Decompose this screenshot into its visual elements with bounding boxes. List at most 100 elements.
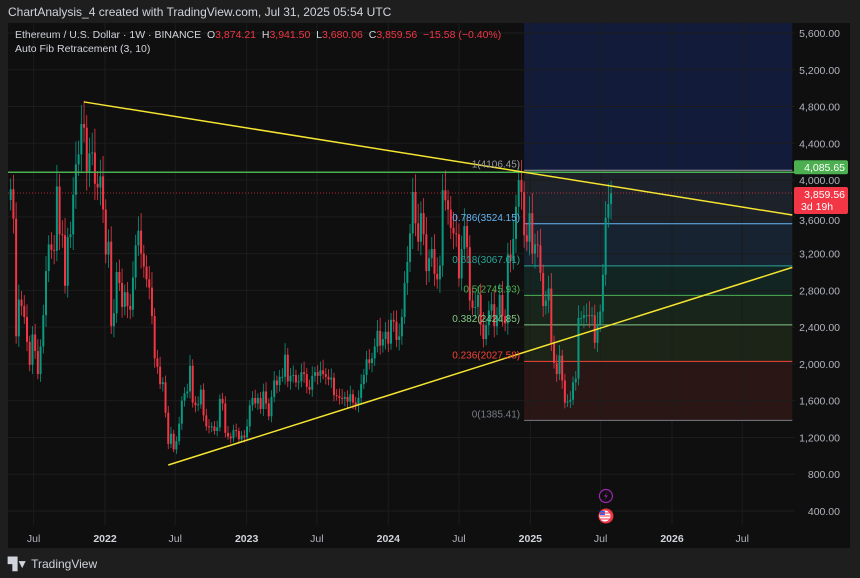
candle-body	[343, 397, 346, 399]
candle-body	[213, 426, 216, 432]
candle-body	[64, 235, 67, 286]
lightning-glyph	[603, 491, 608, 501]
candle-body	[156, 358, 159, 367]
candle-body	[294, 374, 297, 383]
candle-body	[577, 317, 580, 379]
candle-body	[368, 359, 371, 363]
candle-body	[474, 306, 477, 308]
chart-legend: Ethereum / U.S. Dollar · 1W · BINANCE O3…	[15, 28, 501, 56]
candle-body	[555, 362, 558, 375]
candle-body	[362, 374, 365, 385]
candle-body	[452, 227, 455, 234]
candle-body	[487, 310, 490, 326]
candle-body	[131, 277, 134, 310]
candle-body	[449, 209, 452, 228]
candle-body	[319, 370, 322, 376]
candle-body	[308, 386, 311, 390]
candle-body	[365, 359, 368, 375]
candle-body	[134, 245, 137, 278]
candle-body	[441, 190, 444, 266]
candle-body	[547, 288, 550, 301]
high-value: 3,941.50	[269, 29, 311, 41]
candle-body	[322, 370, 325, 375]
ohlc-row: Ethereum / U.S. Dollar · 1W · BINANCE O3…	[15, 28, 501, 42]
candle-body	[164, 382, 167, 413]
candle-body	[593, 315, 596, 343]
trendline	[83, 101, 793, 216]
last-price-badge	[794, 186, 848, 214]
candle-body	[536, 244, 539, 246]
candle-body	[395, 321, 398, 341]
candle-body	[175, 441, 178, 450]
candle-body	[607, 203, 610, 218]
candle-body	[390, 319, 393, 344]
candle-body	[31, 334, 34, 365]
candle-body	[107, 241, 110, 255]
candle-body	[574, 378, 577, 383]
candle-body	[102, 176, 105, 210]
candle-body	[172, 433, 175, 450]
candle-body	[596, 324, 599, 343]
candle-body	[188, 365, 191, 392]
fib-extension-zone	[524, 23, 793, 171]
candle-body	[278, 376, 281, 386]
candle-body	[47, 244, 50, 272]
fib-level-label: 0.236(2027.58)	[452, 350, 520, 361]
price-tick-label: 5,600.00	[799, 28, 840, 40]
candle-body	[419, 213, 422, 242]
candle-body	[118, 271, 121, 284]
time-tick-label: 2022	[93, 533, 117, 545]
candle-body	[191, 365, 194, 403]
candle-body	[199, 389, 202, 405]
candle-body	[20, 299, 23, 307]
candle-body	[349, 394, 352, 402]
candle-body	[479, 294, 482, 325]
candle-body	[142, 253, 145, 267]
fib-level-label: 0.5(2745.93)	[463, 284, 520, 295]
candle-body	[379, 330, 382, 346]
candle-body	[392, 319, 395, 322]
candle-body	[354, 402, 357, 406]
candle-body	[74, 164, 77, 195]
price-tick-label: 2,800.00	[799, 285, 840, 297]
symbol-name[interactable]: Ethereum / U.S. Dollar · 1W · BINANCE	[15, 29, 202, 41]
candle-body	[371, 358, 374, 363]
candle-body	[544, 300, 547, 307]
candle-body	[53, 249, 56, 251]
candle-body	[254, 397, 257, 404]
candle-body	[61, 234, 64, 236]
candle-body	[262, 391, 265, 409]
candle-body	[550, 288, 553, 343]
candle-body	[96, 183, 99, 188]
candle-body	[604, 217, 607, 275]
candle-body	[520, 180, 523, 193]
candle-body	[126, 292, 129, 307]
candle-body	[229, 436, 232, 439]
time-tick-label: 2024	[377, 533, 401, 545]
candle-body	[273, 380, 276, 398]
candle-body	[335, 395, 338, 397]
candle-body	[498, 294, 501, 316]
candle-body	[17, 299, 20, 337]
candle-body	[248, 405, 251, 427]
resistance-badge	[794, 160, 848, 175]
candle-body	[42, 315, 45, 347]
fib-zone	[524, 324, 793, 362]
fib-level-label: 0.382(2424.85)	[452, 314, 520, 325]
candle-body	[232, 430, 235, 439]
brand-name[interactable]: TradingView	[31, 557, 98, 571]
candle-body	[444, 190, 447, 201]
candle-body	[292, 374, 295, 376]
candle-body	[137, 230, 140, 246]
candle-body	[259, 397, 262, 409]
candle-body	[403, 283, 406, 318]
time-tick-label: Jul	[27, 533, 40, 545]
candle-body	[610, 192, 613, 204]
candle-body	[417, 223, 420, 242]
candle-body	[275, 380, 278, 386]
price-tick-label: 1,600.00	[799, 396, 840, 408]
close-value: 3,859.56	[376, 29, 418, 41]
indicator-label[interactable]: Auto Fib Retracement (3, 10)	[15, 43, 151, 55]
candle-body	[539, 245, 542, 273]
